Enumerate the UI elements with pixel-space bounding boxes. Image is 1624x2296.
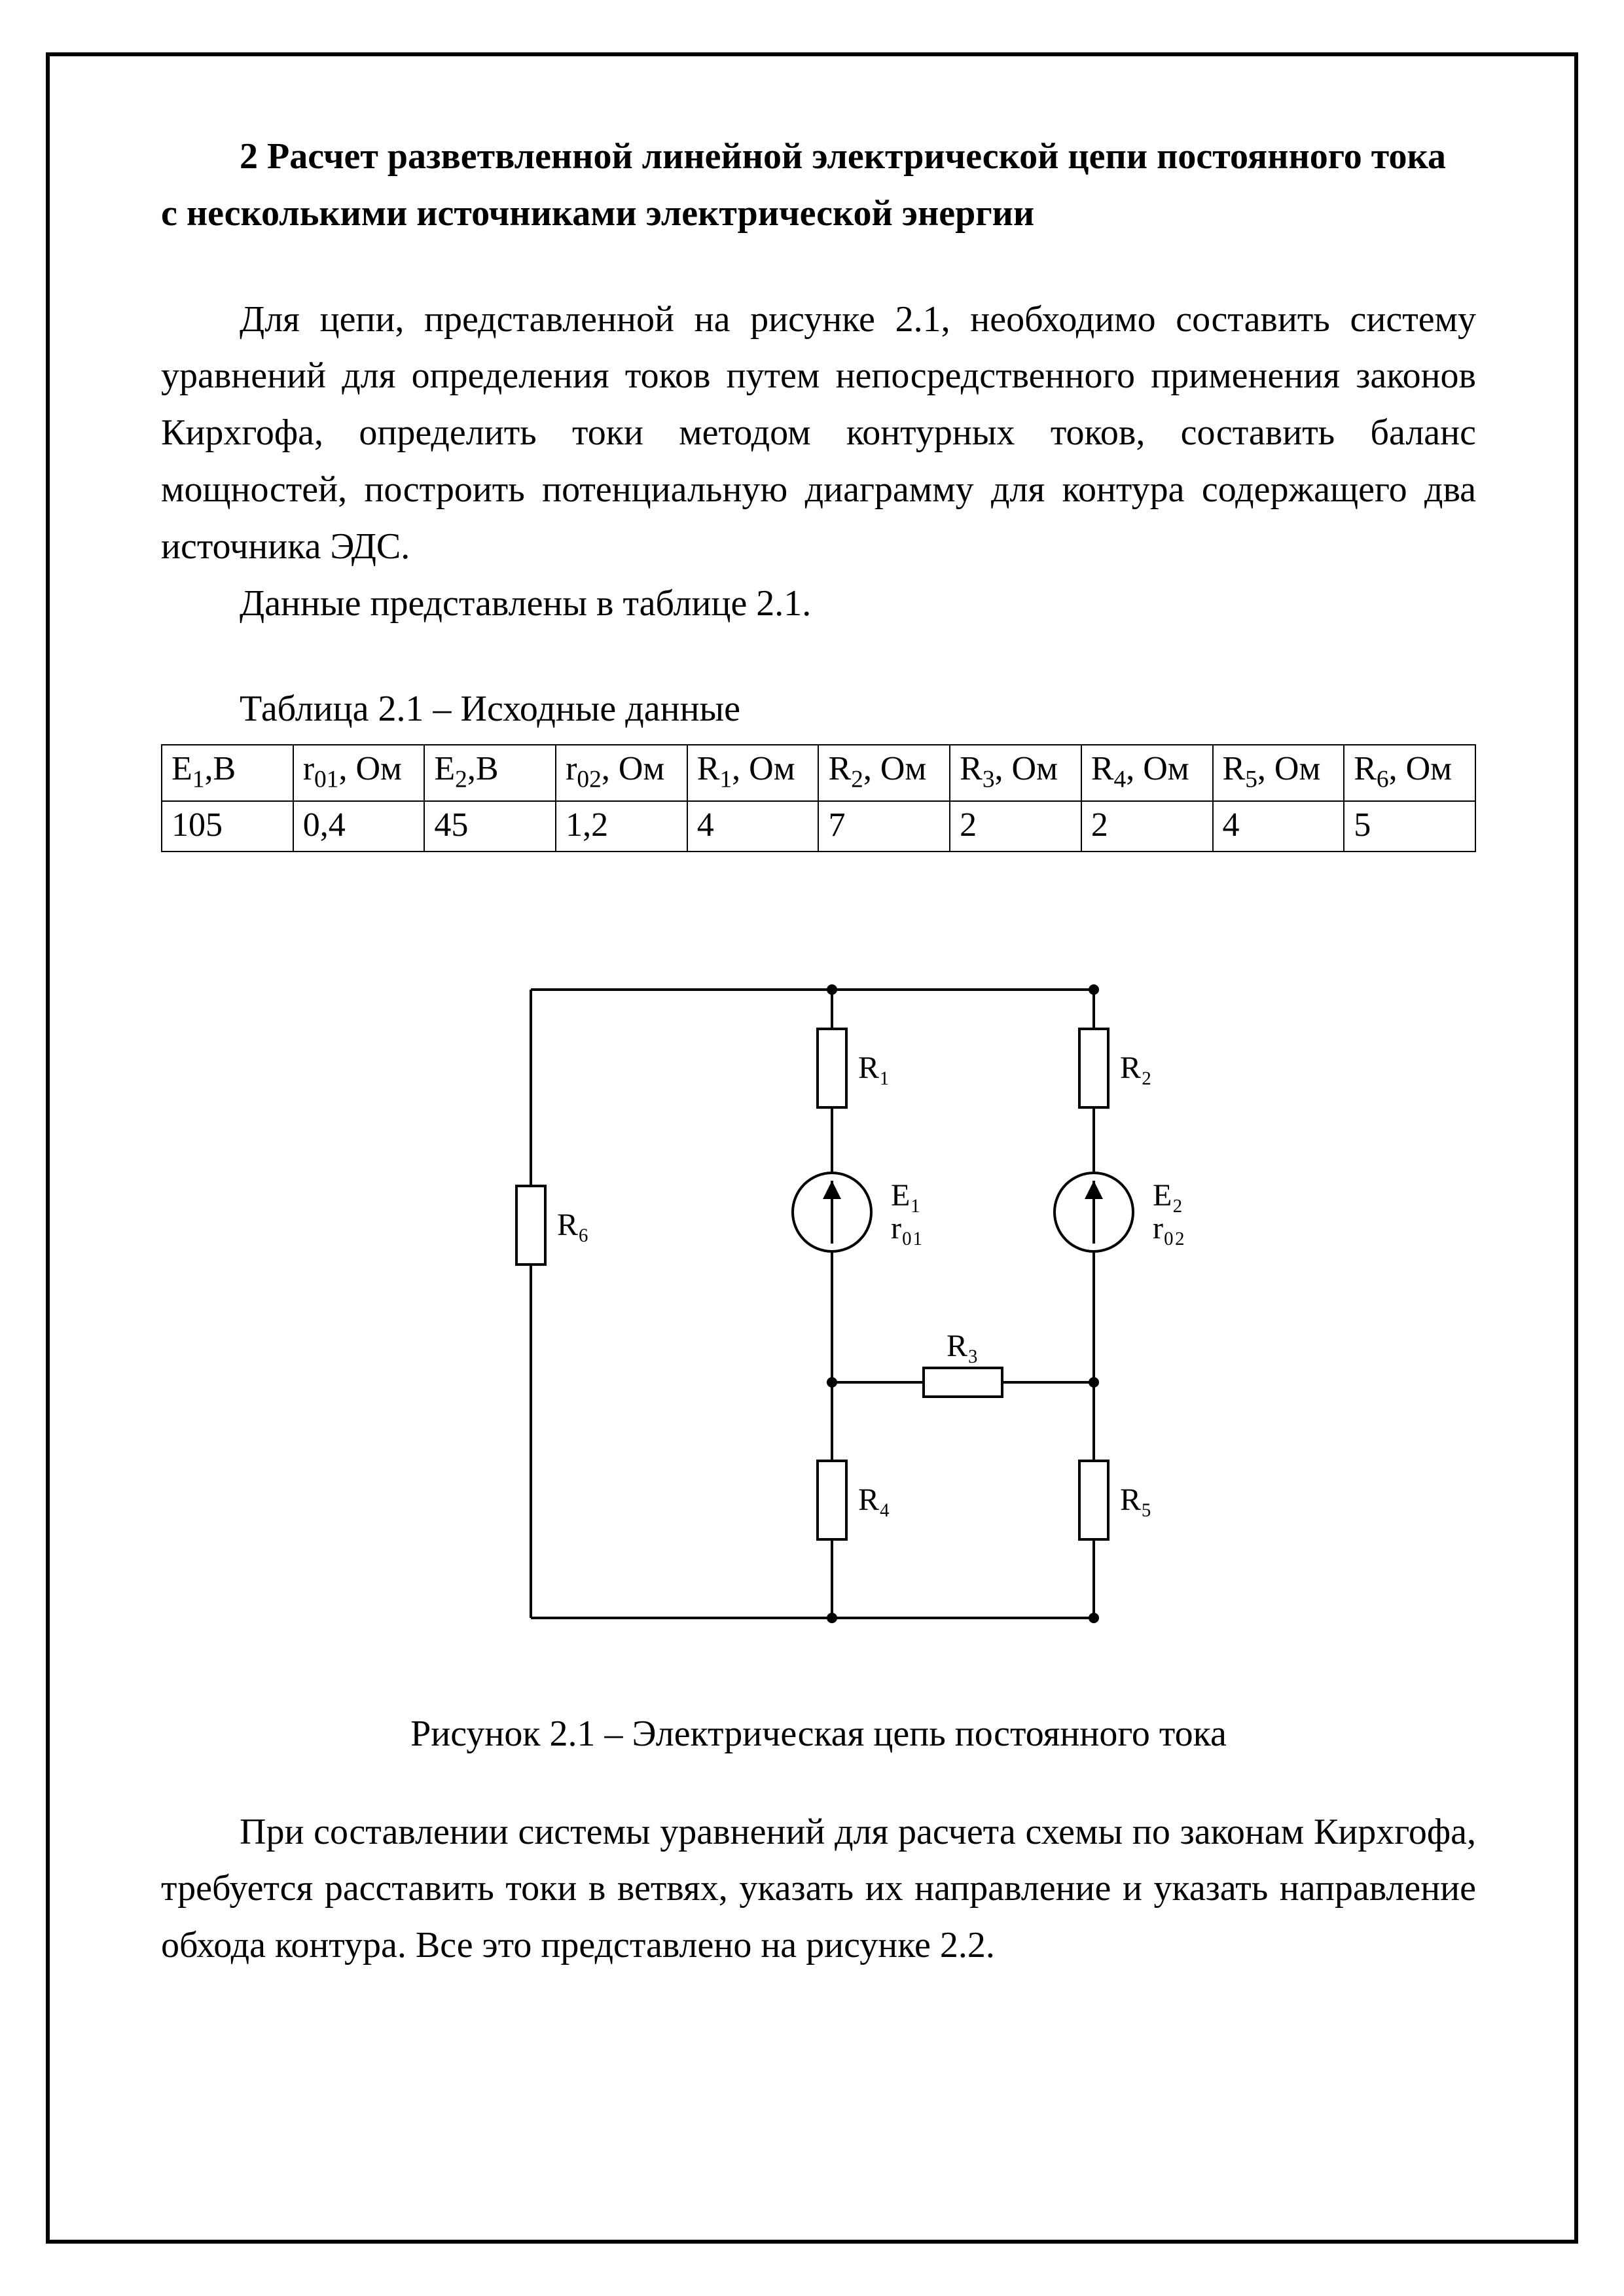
svg-text:R₂: R₂ [1120,1050,1152,1085]
svg-text:R₆: R₆ [557,1208,589,1242]
table-cell: 4 [687,801,819,852]
table-cell: 2 [950,801,1081,852]
svg-text:r₀₁: r₀₁ [891,1211,923,1246]
svg-text:R₄: R₄ [858,1482,890,1517]
table-header-cell: E2,В [424,745,556,800]
paragraph-2: Данные представлены в таблице 2.1. [161,575,1476,632]
table-header-cell: R5, Ом [1213,745,1344,800]
circuit-figure: R₆ R₁ E₁r₀₁ R₄ R₂ E₂r₀₂ R₅ R₃ Рисунок 2.1 – Эле… [161,950,1476,1755]
table-cell: 2 [1081,801,1213,852]
table-cell: 45 [424,801,556,852]
table-header-cell: R2, Ом [818,745,950,800]
svg-text:E₂: E₂ [1153,1178,1183,1213]
svg-text:R₁: R₁ [858,1050,890,1085]
table-header-cell: R1, Ом [687,745,819,800]
svg-text:r₀₂: r₀₂ [1153,1211,1185,1246]
data-table: E1,Вr01, ОмE2,Вr02, ОмR1, ОмR2, ОмR3, Ом… [161,744,1476,852]
table-row: 1050,4451,2472245 [162,801,1475,852]
table-header-row: E1,Вr01, ОмE2,Вr02, ОмR1, ОмR2, ОмR3, Ом… [162,745,1475,800]
circuit-diagram: R₆ R₁ E₁r₀₁ R₄ R₂ E₂r₀₂ R₅ R₃ [426,950,1212,1670]
table-header-cell: r01, Ом [293,745,425,800]
table-cell: 7 [818,801,950,852]
section-heading-line1: 2 Расчет разветвленной линейной электрич… [161,128,1476,185]
table-header-cell: R3, Ом [950,745,1081,800]
paragraph-3: При составлении системы уравнений для ра… [161,1804,1476,1974]
table-header-cell: R4, Ом [1081,745,1213,800]
svg-text:R₅: R₅ [1120,1482,1152,1517]
svg-text:R₃: R₃ [947,1329,979,1363]
table-cell: 105 [162,801,293,852]
svg-text:E₁: E₁ [891,1178,921,1213]
table-cell: 1,2 [556,801,687,852]
table-header-cell: r02, Ом [556,745,687,800]
table-caption: Таблица 2.1 – Исходные данные [161,681,1476,738]
table-cell: 0,4 [293,801,425,852]
section-heading-line2: с несколькими источниками электрической … [161,185,1476,242]
table-header-cell: R6, Ом [1344,745,1475,800]
table-cell: 5 [1344,801,1475,852]
table-header-cell: E1,В [162,745,293,800]
figure-caption: Рисунок 2.1 – Электрическая цепь постоян… [161,1713,1476,1755]
table-cell: 4 [1213,801,1344,852]
paragraph-1: Для цепи, представленной на рисунке 2.1,… [161,291,1476,575]
